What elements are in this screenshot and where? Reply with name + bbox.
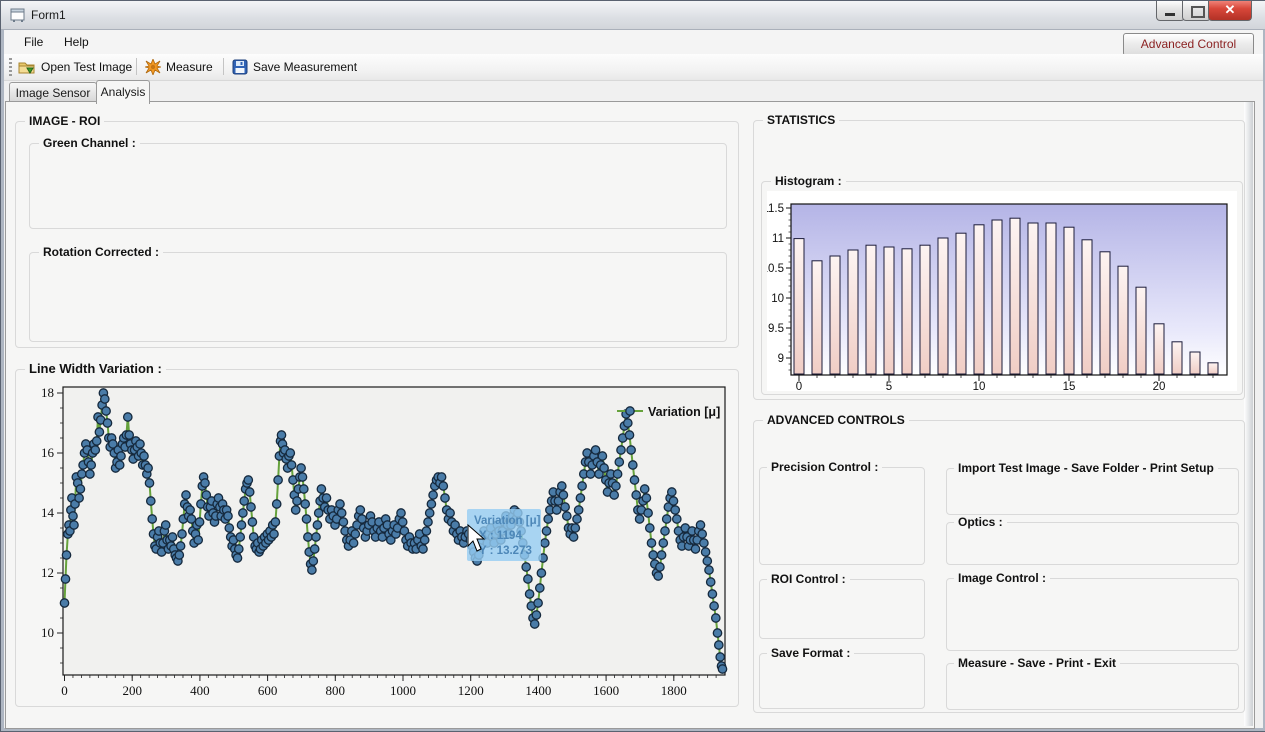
svg-text:20: 20: [1153, 381, 1166, 391]
roi-control-group: [759, 579, 925, 639]
title-bar[interactable]: Form1: [1, 1, 1265, 30]
optics-title: Optics :: [954, 515, 1007, 529]
svg-text:15: 15: [1063, 381, 1076, 391]
chart-tooltip: Variation [μ] X : 1194 Y : 13.273: [467, 509, 541, 561]
svg-text:10: 10: [41, 625, 54, 640]
toolbar-separator: [223, 58, 224, 75]
svg-text:11: 11: [772, 233, 784, 245]
svg-text:14: 14: [41, 505, 55, 520]
menu-help[interactable]: Help: [64, 35, 89, 49]
import-save-print-title: Import Test Image - Save Folder - Print …: [954, 461, 1218, 475]
histogram-chart: 9 9.5 10 10.5 11 11.5 0 5 10 15 20: [762, 191, 1237, 393]
svg-text:Variation [μ]: Variation [μ]: [648, 405, 720, 419]
measure-label: Measure: [166, 60, 213, 74]
save-format-group: [759, 653, 925, 709]
toolbar-grip[interactable]: [9, 58, 12, 76]
svg-text:5: 5: [886, 381, 892, 391]
roi-control-title: ROI Control :: [767, 572, 850, 586]
svg-text:10: 10: [771, 293, 784, 305]
window-title: Form1: [31, 8, 66, 22]
svg-text:1000: 1000: [390, 683, 416, 698]
save-floppy-icon: [232, 59, 248, 75]
histogram-group: [761, 181, 1243, 395]
import-save-print-group: [946, 468, 1239, 515]
image-roi-group: [15, 121, 739, 348]
line-width-variation-chart[interactable]: 0 200 400 600 800 1000 1200 1400 1600 1800 10 12 14 1…: [31, 379, 735, 701]
svg-text:16: 16: [41, 445, 55, 460]
save-measurement-label: Save Measurement: [253, 60, 358, 74]
menu-file[interactable]: File: [24, 35, 44, 49]
actions-group: [946, 663, 1239, 710]
advanced-control-button[interactable]: Advanced Control: [1123, 33, 1254, 56]
close-button[interactable]: ✕: [1208, 1, 1252, 21]
svg-text:18: 18: [41, 385, 54, 400]
image-control-title: Image Control :: [954, 571, 1051, 585]
svg-text:9.5: 9.5: [768, 323, 784, 335]
minimize-icon: [1165, 13, 1175, 16]
svg-text:Y : 13.273: Y : 13.273: [479, 545, 532, 557]
statistics-group: [753, 120, 1245, 400]
svg-text:200: 200: [122, 683, 142, 698]
advanced-controls-title: ADVANCED CONTROLS: [763, 413, 909, 427]
svg-text:400: 400: [190, 683, 210, 698]
line-width-variation-title: Line Width Variation :: [25, 361, 166, 376]
precision-control-title: Precision Control :: [767, 460, 883, 474]
rotation-corrected-label: Rotation Corrected :: [39, 245, 164, 259]
close-icon: ✕: [1224, 2, 1236, 17]
optics-group: [946, 522, 1239, 565]
svg-text:10.5: 10.5: [767, 263, 784, 275]
open-test-image-label: Open Test Image: [41, 60, 133, 74]
image-roi-title: IMAGE - ROI: [25, 114, 105, 128]
toolbar-separator: [136, 58, 137, 75]
tab-analysis[interactable]: Analysis: [96, 80, 150, 104]
save-format-title: Save Format :: [767, 646, 855, 660]
green-channel-group: [29, 143, 727, 229]
svg-text:9: 9: [778, 353, 784, 365]
svg-text:600: 600: [258, 683, 278, 698]
svg-text:Variation [μ]: Variation [μ]: [474, 515, 541, 527]
measure-star-icon: [145, 59, 161, 75]
rotation-corrected-group: [29, 252, 727, 342]
histogram-label: Histogram :: [771, 174, 846, 188]
svg-text:10: 10: [973, 381, 986, 391]
tab-image-sensor[interactable]: Image Sensor: [9, 82, 97, 104]
svg-text:1400: 1400: [525, 683, 551, 698]
open-folder-icon: [18, 62, 35, 74]
statistics-title: STATISTICS: [763, 113, 840, 127]
save-measurement-button[interactable]: Save Measurement: [232, 57, 357, 77]
vertical-scrollbar[interactable]: [1244, 102, 1253, 726]
maximize-icon: [1191, 6, 1205, 18]
svg-text:X : 1194: X : 1194: [479, 530, 522, 542]
menu-bar: File Help: [4, 30, 1263, 54]
green-channel-label: Green Channel :: [39, 136, 140, 150]
line-width-variation-group: [15, 369, 739, 707]
svg-text:1600: 1600: [593, 683, 619, 698]
open-test-image-button[interactable]: Open Test Image: [18, 57, 132, 77]
image-control-group: [946, 578, 1239, 651]
toolbar: Open Test Image Measure Save Measurement: [4, 54, 1263, 81]
svg-text:0: 0: [796, 381, 802, 391]
svg-text:1800: 1800: [661, 683, 687, 698]
svg-text:800: 800: [326, 683, 346, 698]
maximize-button[interactable]: [1182, 1, 1211, 21]
svg-text:0: 0: [61, 683, 68, 698]
form-icon: [10, 8, 25, 22]
measure-button[interactable]: Measure: [145, 57, 213, 77]
svg-text:12: 12: [41, 565, 54, 580]
advanced-controls-group: [753, 420, 1245, 713]
minimize-button[interactable]: [1156, 1, 1185, 21]
svg-text:11.5: 11.5: [767, 203, 784, 215]
precision-control-group: [759, 467, 925, 565]
mouse-cursor: [467, 523, 486, 552]
svg-text:1200: 1200: [458, 683, 484, 698]
actions-title: Measure - Save - Print - Exit: [954, 656, 1121, 670]
